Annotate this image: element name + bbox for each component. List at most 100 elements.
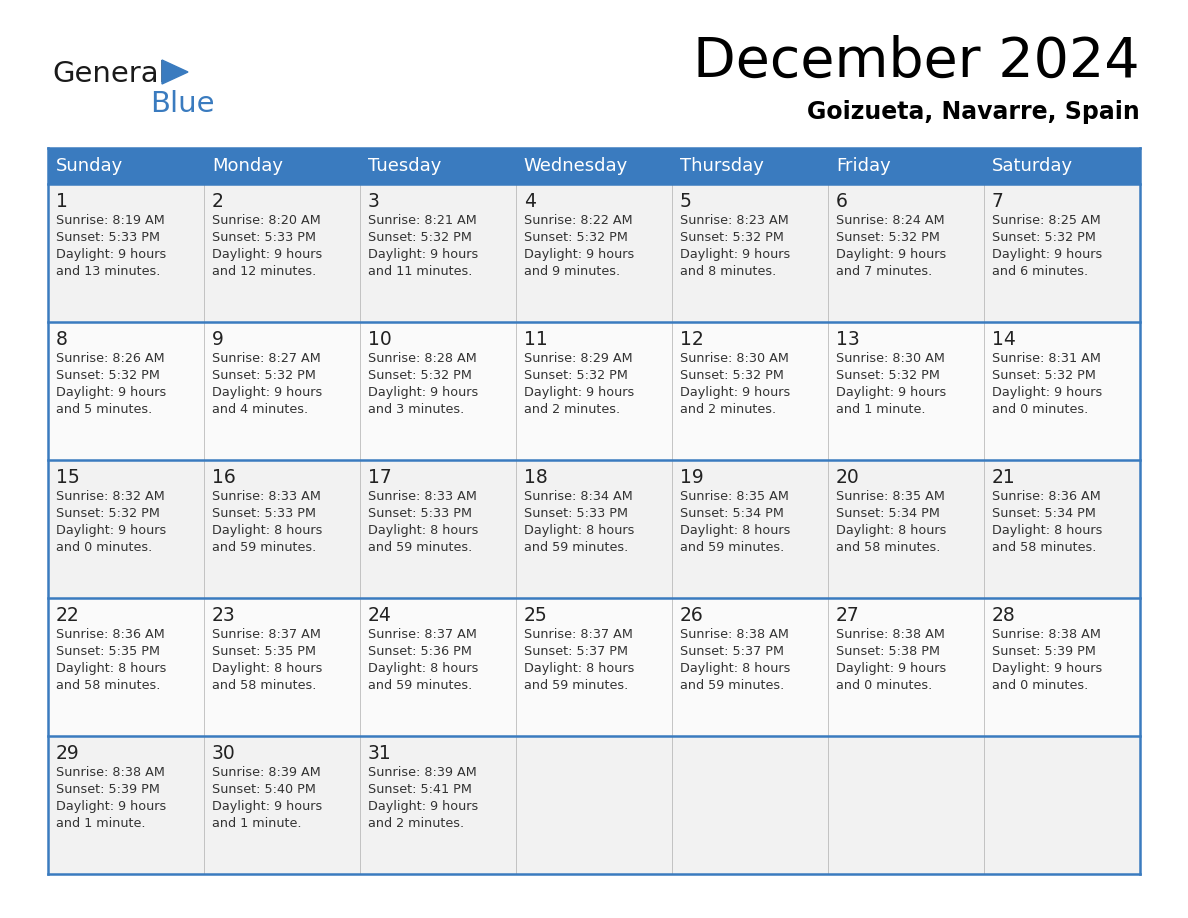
Bar	[984, 736, 1140, 874]
Text: and 59 minutes.: and 59 minutes.	[368, 541, 472, 554]
Text: and 0 minutes.: and 0 minutes.	[992, 403, 1088, 416]
Text: Daylight: 8 hours: Daylight: 8 hours	[56, 662, 166, 675]
Bar	[48, 184, 204, 322]
Bar	[672, 322, 828, 460]
Text: and 58 minutes.: and 58 minutes.	[56, 679, 160, 692]
Bar	[360, 460, 516, 598]
Text: Sunrise: 8:30 AM: Sunrise: 8:30 AM	[836, 352, 944, 365]
Bar	[360, 598, 516, 736]
Text: Daylight: 9 hours: Daylight: 9 hours	[211, 386, 322, 399]
Text: 20: 20	[836, 468, 860, 487]
Text: Sunset: 5:32 PM: Sunset: 5:32 PM	[211, 369, 316, 382]
Text: and 13 minutes.: and 13 minutes.	[56, 265, 160, 278]
Text: Sunrise: 8:29 AM: Sunrise: 8:29 AM	[524, 352, 632, 365]
Text: Sunset: 5:32 PM: Sunset: 5:32 PM	[680, 369, 784, 382]
Text: Daylight: 9 hours: Daylight: 9 hours	[524, 248, 634, 261]
Text: Sunset: 5:34 PM: Sunset: 5:34 PM	[836, 507, 940, 520]
Bar	[828, 460, 984, 598]
Bar	[984, 460, 1140, 598]
Text: 28: 28	[992, 606, 1016, 625]
Text: Sunset: 5:40 PM: Sunset: 5:40 PM	[211, 783, 316, 796]
Text: Sunrise: 8:35 AM: Sunrise: 8:35 AM	[836, 490, 944, 503]
Text: Sunrise: 8:23 AM: Sunrise: 8:23 AM	[680, 214, 789, 227]
Text: 9: 9	[211, 330, 223, 349]
Text: Daylight: 8 hours: Daylight: 8 hours	[992, 524, 1102, 537]
Text: Sunrise: 8:21 AM: Sunrise: 8:21 AM	[368, 214, 476, 227]
Text: 1: 1	[56, 192, 68, 211]
Text: Daylight: 8 hours: Daylight: 8 hours	[836, 524, 946, 537]
Bar	[672, 148, 828, 184]
Text: Daylight: 8 hours: Daylight: 8 hours	[524, 662, 634, 675]
Text: Sunrise: 8:30 AM: Sunrise: 8:30 AM	[680, 352, 789, 365]
Text: Daylight: 8 hours: Daylight: 8 hours	[680, 662, 790, 675]
Text: Sunset: 5:32 PM: Sunset: 5:32 PM	[368, 231, 472, 244]
Text: Sunrise: 8:20 AM: Sunrise: 8:20 AM	[211, 214, 321, 227]
Text: Blue: Blue	[150, 90, 215, 118]
Text: 3: 3	[368, 192, 380, 211]
Text: 22: 22	[56, 606, 80, 625]
Bar	[360, 184, 516, 322]
Text: 17: 17	[368, 468, 392, 487]
Text: Sunset: 5:32 PM: Sunset: 5:32 PM	[680, 231, 784, 244]
Bar	[360, 322, 516, 460]
Text: 21: 21	[992, 468, 1016, 487]
Bar	[360, 148, 516, 184]
Bar	[672, 598, 828, 736]
Text: Daylight: 9 hours: Daylight: 9 hours	[56, 524, 166, 537]
Text: Sunrise: 8:38 AM: Sunrise: 8:38 AM	[680, 628, 789, 641]
Text: and 59 minutes.: and 59 minutes.	[211, 541, 316, 554]
Text: Sunrise: 8:37 AM: Sunrise: 8:37 AM	[524, 628, 633, 641]
Bar	[516, 322, 672, 460]
Bar	[672, 736, 828, 874]
Text: 12: 12	[680, 330, 703, 349]
Bar	[48, 148, 204, 184]
Text: and 7 minutes.: and 7 minutes.	[836, 265, 933, 278]
Text: Sunrise: 8:36 AM: Sunrise: 8:36 AM	[56, 628, 165, 641]
Text: Thursday: Thursday	[680, 157, 764, 175]
Text: Sunrise: 8:37 AM: Sunrise: 8:37 AM	[211, 628, 321, 641]
Text: Sunrise: 8:39 AM: Sunrise: 8:39 AM	[211, 766, 321, 779]
Text: Saturday: Saturday	[992, 157, 1073, 175]
Text: Sunset: 5:33 PM: Sunset: 5:33 PM	[524, 507, 627, 520]
Text: Daylight: 9 hours: Daylight: 9 hours	[680, 386, 790, 399]
Bar	[984, 184, 1140, 322]
Text: Sunrise: 8:34 AM: Sunrise: 8:34 AM	[524, 490, 632, 503]
Text: Daylight: 9 hours: Daylight: 9 hours	[368, 386, 478, 399]
Text: Daylight: 9 hours: Daylight: 9 hours	[992, 662, 1102, 675]
Text: Sunday: Sunday	[56, 157, 124, 175]
Text: Sunset: 5:34 PM: Sunset: 5:34 PM	[680, 507, 784, 520]
Bar	[48, 598, 204, 736]
Text: and 6 minutes.: and 6 minutes.	[992, 265, 1088, 278]
Text: Daylight: 9 hours: Daylight: 9 hours	[211, 800, 322, 813]
Text: Sunset: 5:37 PM: Sunset: 5:37 PM	[524, 645, 627, 658]
Text: December 2024: December 2024	[694, 35, 1140, 89]
Text: Monday: Monday	[211, 157, 283, 175]
Text: Daylight: 9 hours: Daylight: 9 hours	[211, 248, 322, 261]
Text: Daylight: 9 hours: Daylight: 9 hours	[680, 248, 790, 261]
Text: and 5 minutes.: and 5 minutes.	[56, 403, 152, 416]
Text: Sunset: 5:34 PM: Sunset: 5:34 PM	[992, 507, 1095, 520]
Text: 4: 4	[524, 192, 536, 211]
Text: Sunrise: 8:36 AM: Sunrise: 8:36 AM	[992, 490, 1100, 503]
Text: and 58 minutes.: and 58 minutes.	[836, 541, 940, 554]
Text: Daylight: 9 hours: Daylight: 9 hours	[836, 248, 946, 261]
Text: 6: 6	[836, 192, 848, 211]
Text: Sunrise: 8:33 AM: Sunrise: 8:33 AM	[211, 490, 321, 503]
Text: and 0 minutes.: and 0 minutes.	[56, 541, 152, 554]
Text: Daylight: 9 hours: Daylight: 9 hours	[56, 386, 166, 399]
Text: and 1 minute.: and 1 minute.	[56, 817, 145, 830]
Text: Sunset: 5:32 PM: Sunset: 5:32 PM	[836, 231, 940, 244]
Text: Sunset: 5:37 PM: Sunset: 5:37 PM	[680, 645, 784, 658]
Text: 27: 27	[836, 606, 860, 625]
Text: Sunset: 5:32 PM: Sunset: 5:32 PM	[992, 369, 1095, 382]
Text: 13: 13	[836, 330, 860, 349]
Text: Sunset: 5:33 PM: Sunset: 5:33 PM	[368, 507, 472, 520]
Text: Sunrise: 8:26 AM: Sunrise: 8:26 AM	[56, 352, 164, 365]
Text: and 59 minutes.: and 59 minutes.	[524, 679, 628, 692]
Text: 16: 16	[211, 468, 235, 487]
Text: 30: 30	[211, 744, 235, 763]
Text: Sunset: 5:39 PM: Sunset: 5:39 PM	[56, 783, 159, 796]
Bar	[516, 460, 672, 598]
Text: Daylight: 9 hours: Daylight: 9 hours	[56, 248, 166, 261]
Text: and 59 minutes.: and 59 minutes.	[524, 541, 628, 554]
